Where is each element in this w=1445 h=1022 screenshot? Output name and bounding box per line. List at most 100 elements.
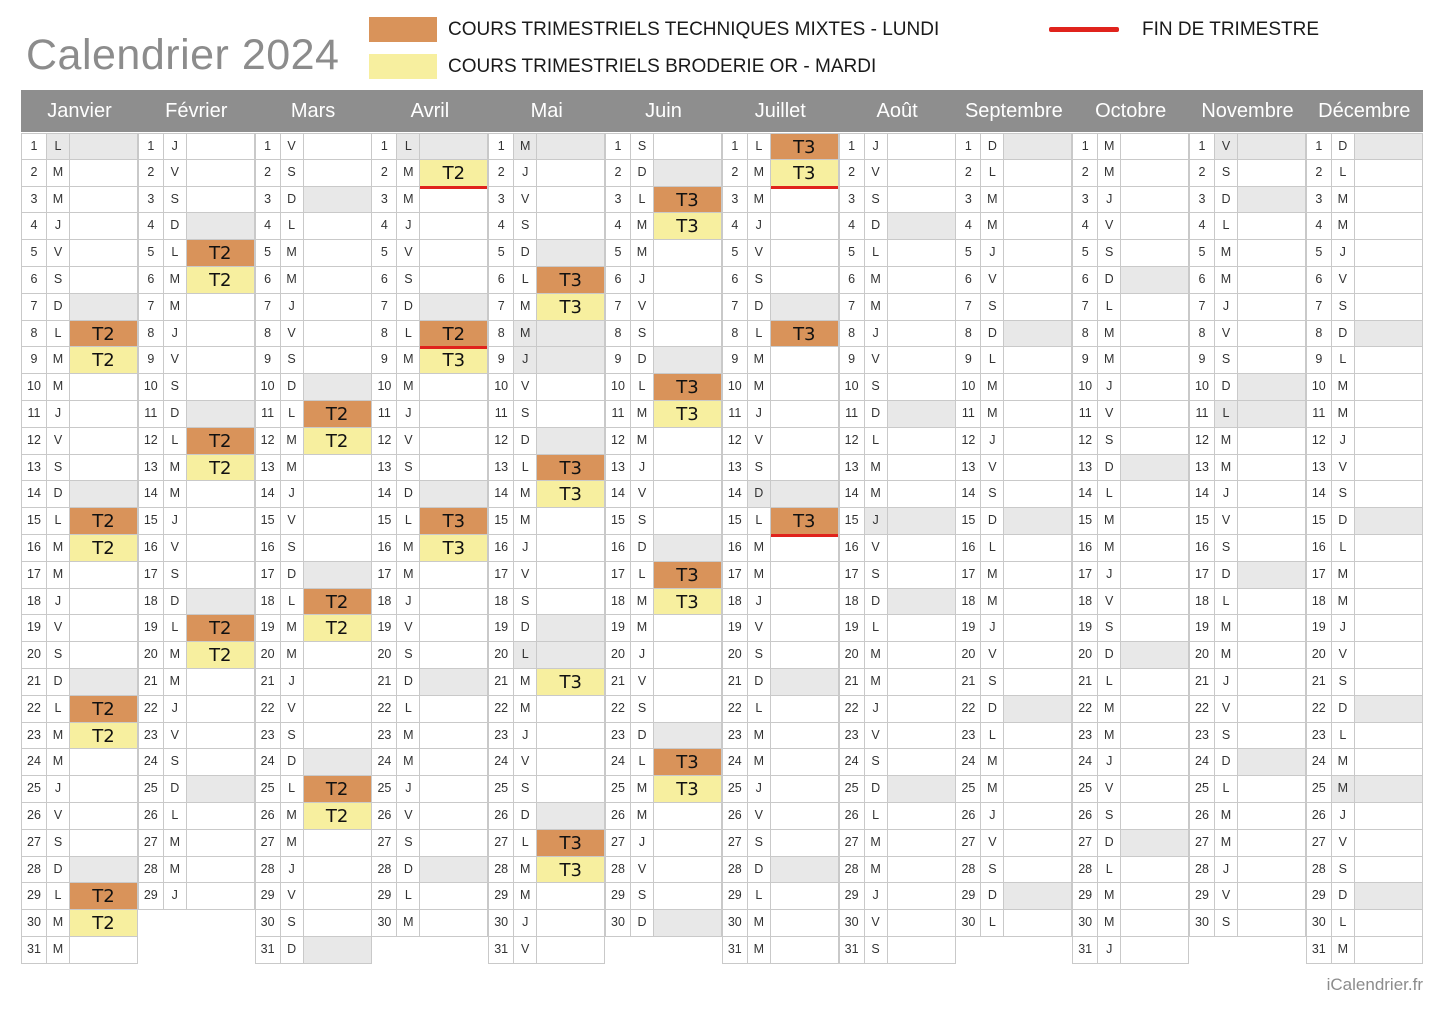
day-event-cell xyxy=(1355,347,1422,373)
day-cell: 12 V xyxy=(721,427,839,455)
day-cell: 26 V xyxy=(21,802,138,830)
weekday-letter: S xyxy=(863,561,888,588)
weekday-letter: M xyxy=(863,829,888,856)
day-number: 2 xyxy=(731,164,739,179)
day-event-cell xyxy=(187,187,254,213)
day-cell: 15 M xyxy=(1072,508,1190,535)
day-number: 26 xyxy=(27,807,41,822)
weekday-letter: S xyxy=(396,642,421,668)
weekday-letter: M xyxy=(513,293,538,320)
day-number: 26 xyxy=(727,807,742,822)
day-cell: 18 M xyxy=(1305,588,1423,616)
day-number: 2 xyxy=(147,164,155,179)
day-number: 3 xyxy=(731,191,739,206)
weekday-letter: M xyxy=(980,186,1005,213)
day-event-cell xyxy=(1004,883,1072,910)
weekday-letter: L xyxy=(746,320,771,347)
day-number: 25 xyxy=(1078,781,1093,796)
day-number: 2 xyxy=(30,164,38,179)
weekday-letter: M xyxy=(396,159,421,186)
weekday-letter: D xyxy=(396,668,421,695)
day-number: 3 xyxy=(380,191,388,206)
day-number: 7 xyxy=(614,298,622,313)
weekday-letter: L xyxy=(1214,400,1238,427)
weekday-letter: V xyxy=(162,159,187,186)
day-event-cell xyxy=(420,723,487,749)
day-event-cell: T3 xyxy=(654,776,721,802)
day-event-cell: T2 xyxy=(420,320,488,347)
day-number: 7 xyxy=(731,298,739,313)
day-number: 18 xyxy=(143,593,158,608)
day-cell: 16 V xyxy=(137,534,255,562)
course-term-badge: T2 xyxy=(92,511,115,533)
weekday-letter: V xyxy=(980,829,1005,856)
weekday-letter: L xyxy=(279,776,304,802)
day-cell: 11 J xyxy=(371,400,489,428)
weekday-letter: S xyxy=(863,936,888,963)
day-number: 29 xyxy=(844,888,859,903)
day-cell: 20 M xyxy=(254,642,372,669)
weekday-letter: D xyxy=(746,293,771,320)
day-cell: 12 D xyxy=(488,427,606,455)
day-number: 9 xyxy=(497,352,505,367)
day-event-cell xyxy=(1004,669,1071,695)
weekday-letter: L xyxy=(746,508,771,534)
day-number: 9 xyxy=(1315,352,1323,367)
day-number: 7 xyxy=(1315,298,1323,313)
weekday-letter: J xyxy=(980,240,1005,266)
day-cell: 14 L xyxy=(1072,481,1190,509)
day-number: 1 xyxy=(848,139,856,153)
weekday-letter: D xyxy=(396,481,421,508)
day-cell: 24 S xyxy=(838,749,956,777)
day-number: 16 xyxy=(260,539,275,554)
day-event-cell xyxy=(187,374,254,400)
day-cell: 26 L xyxy=(137,802,255,830)
day-event-cell xyxy=(1004,347,1071,373)
course-term-badge: T3 xyxy=(559,457,582,479)
day-event-cell xyxy=(186,588,254,615)
weekday-letter: J xyxy=(1330,802,1355,829)
day-number: 21 xyxy=(611,673,625,688)
day-event-cell xyxy=(1354,883,1422,910)
day-event-cell xyxy=(187,294,254,320)
weekday-letter: D xyxy=(980,134,1005,159)
day-event-cell xyxy=(1355,294,1422,320)
day-number: 4 xyxy=(964,218,972,233)
day-event-cell xyxy=(304,160,371,186)
day-event-cell xyxy=(303,561,371,588)
weekday-letter: M xyxy=(513,695,538,722)
day-cell: 19 V xyxy=(721,615,839,643)
legend-mardi-label: COURS TRIMESTRIELS BRODERIE OR - MARDI xyxy=(448,56,877,77)
day-number: 27 xyxy=(1078,834,1093,849)
day-cell: 11 J xyxy=(721,400,839,428)
day-event-cell xyxy=(187,160,254,186)
course-term-badge: T3 xyxy=(559,671,582,693)
weekday-letter: V xyxy=(279,695,304,722)
day-event-cell xyxy=(187,481,254,507)
day-event-cell xyxy=(1355,240,1422,266)
weekday-letter: J xyxy=(162,320,187,347)
weekday-letter: M xyxy=(1214,642,1238,668)
day-event-cell xyxy=(70,187,137,213)
day-event-cell xyxy=(1238,723,1305,749)
day-number: 18 xyxy=(27,593,41,608)
day-number: 26 xyxy=(377,807,392,822)
day-event-cell xyxy=(303,374,371,400)
day-number: 29 xyxy=(377,888,392,903)
day-number: 12 xyxy=(611,432,625,447)
weekday-letter: D xyxy=(279,936,304,963)
day-number: 6 xyxy=(497,271,505,286)
day-cell: 26 D xyxy=(488,802,606,830)
day-number: 20 xyxy=(611,647,625,662)
day-number: 18 xyxy=(260,593,275,608)
day-cell: 23 M xyxy=(721,722,839,750)
weekday-letter: M xyxy=(46,374,70,400)
